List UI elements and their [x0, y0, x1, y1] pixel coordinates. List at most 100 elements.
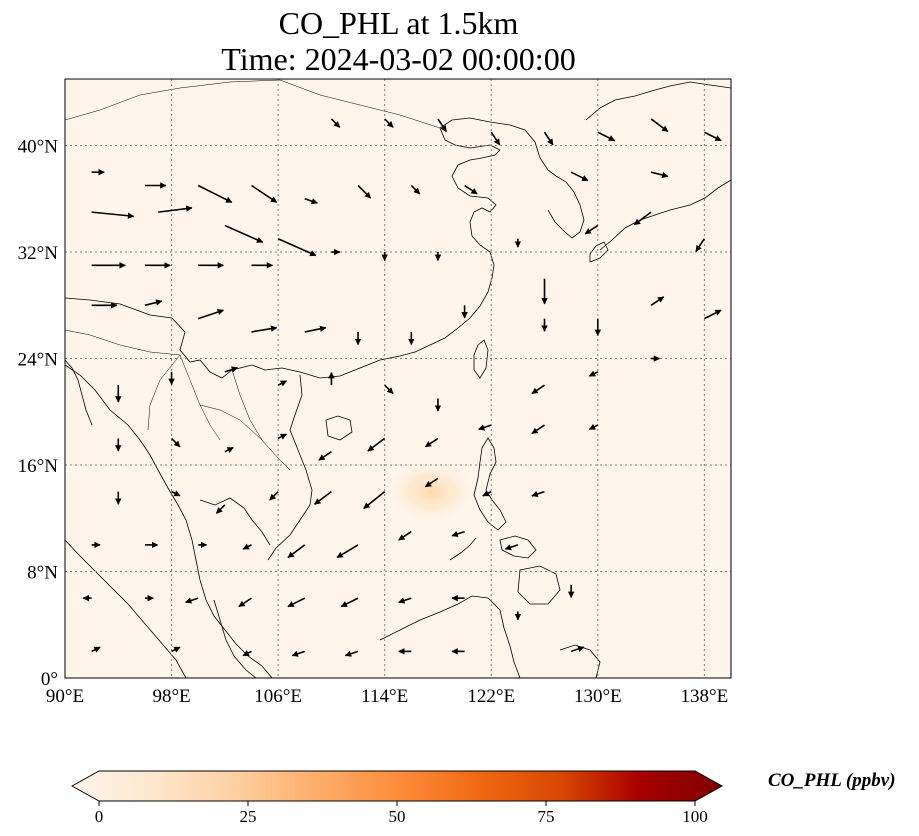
coastline-japan [585, 81, 731, 121]
map-title: CO_PHL at 1.5km [278, 5, 519, 41]
wind-arrow [158, 205, 193, 213]
wind-arrow [588, 370, 599, 377]
wind-arrow [277, 380, 288, 387]
coastline-china-korea [65, 117, 585, 379]
wind-arrow [410, 184, 421, 195]
wind-arrow [224, 366, 239, 373]
colorbar-tick-label: 50 [389, 807, 406, 826]
lat-tick-label: 40°N [18, 137, 59, 158]
colorbar-tick-label: 100 [682, 807, 708, 826]
coastline-gulf-of-thailand [199, 497, 271, 546]
wind-arrow [504, 544, 519, 551]
colorbar-ticks: 0 25 50 75 100 [95, 801, 708, 826]
coastline-kyushu [589, 241, 609, 263]
lat-tick-label: 32°N [18, 243, 59, 264]
coastline-malay-peninsula [213, 599, 257, 678]
lon-tick-label: 106°E [254, 686, 302, 707]
longitude-tick-labels: 90°E 98°E 106°E 114°E 122°E 130°E 138°E [46, 686, 728, 707]
coastline-luzon [473, 437, 507, 531]
lon-tick-label: 90°E [46, 686, 84, 707]
colorbar-label: CO_PHL (ppbv) [768, 770, 896, 791]
coastline-vietnam [267, 374, 313, 561]
wind-arrow [357, 184, 372, 199]
lat-tick-label: 16°N [18, 456, 59, 477]
wind-arrow [314, 491, 332, 505]
wind-arrow [91, 211, 135, 219]
wind-arrow [650, 296, 665, 306]
lon-tick-label: 138°E [681, 686, 729, 707]
wind-arrow [367, 437, 386, 452]
wind-arrow [451, 530, 465, 537]
wind-arrow [398, 597, 412, 604]
wind-arrow [424, 437, 439, 448]
map-background [65, 79, 731, 678]
lon-tick-label: 114°E [361, 686, 408, 707]
wind-arrow [437, 118, 448, 133]
colorbar-tick-label: 0 [95, 807, 104, 826]
wind-arrow [171, 490, 181, 497]
coastline-hainan [325, 415, 353, 441]
map-frame [64, 78, 732, 679]
wind-arrow [344, 650, 359, 657]
wind-arrow [704, 131, 722, 142]
wind-arrow [291, 650, 306, 657]
lat-tick-label: 8°N [27, 563, 58, 584]
wind-arrow [570, 645, 585, 653]
lat-tick-label: 0° [41, 669, 58, 690]
wind-arrow [269, 491, 279, 501]
colorbar [70, 770, 724, 802]
wind-arrow [398, 530, 412, 541]
wind-vectors [82, 118, 722, 657]
coastline-sumatra [65, 539, 187, 678]
wind-arrow [464, 184, 478, 195]
wind-arrow [287, 544, 306, 559]
wind-arrow [543, 131, 554, 146]
wind-arrow [277, 238, 317, 257]
wind-arrow [570, 171, 589, 182]
wind-arrow [588, 423, 599, 431]
wind-arrow [330, 118, 341, 128]
wind-arrow [224, 224, 264, 243]
coastline-sulawesi [559, 644, 601, 678]
wind-arrow [287, 597, 306, 608]
wind-arrow [597, 131, 616, 142]
wind-arrow [695, 238, 706, 252]
gridlines [65, 79, 731, 678]
latitude-tick-labels: 0° 8°N 16°N 24°N 32°N 40°N [18, 137, 59, 690]
lon-tick-label: 130°E [574, 686, 622, 707]
wind-arrow [384, 118, 394, 128]
colorbar-tick-label: 75 [538, 807, 555, 826]
coastline-japan-honshu [599, 179, 731, 251]
wind-arrow [224, 446, 234, 453]
wind-arrow [184, 597, 199, 604]
wind-arrow [251, 184, 278, 203]
wind-arrow [340, 597, 359, 608]
coastline-bay-of-bengal [65, 359, 93, 426]
wind-arrow [490, 131, 501, 146]
wind-arrow [478, 424, 492, 431]
wind-arrow [304, 198, 318, 205]
wind-arrow [91, 646, 101, 653]
coastline-palawan [449, 537, 477, 561]
wind-arrow [197, 184, 233, 204]
coastline-taiwan [473, 339, 489, 379]
lon-tick-label: 122°E [467, 686, 515, 707]
wind-arrow [304, 325, 327, 333]
wind-arrow [424, 477, 439, 488]
wind-arrow [242, 543, 252, 550]
co-plume-core [409, 477, 454, 506]
coastline-visayas [499, 535, 537, 559]
wind-arrow [277, 433, 288, 440]
colorbar-tick-label: 25 [240, 807, 257, 826]
coastline-mindanao [517, 565, 561, 605]
wind-arrow [318, 451, 332, 461]
wind-arrow [531, 490, 545, 498]
wind-arrow [336, 544, 359, 559]
coastline-borneo [379, 595, 521, 678]
wind-arrow [171, 646, 181, 653]
wind-arrow [144, 299, 163, 307]
wind-arrow [170, 437, 181, 448]
wind-arrow [363, 491, 386, 510]
wind-arrow [584, 224, 599, 235]
